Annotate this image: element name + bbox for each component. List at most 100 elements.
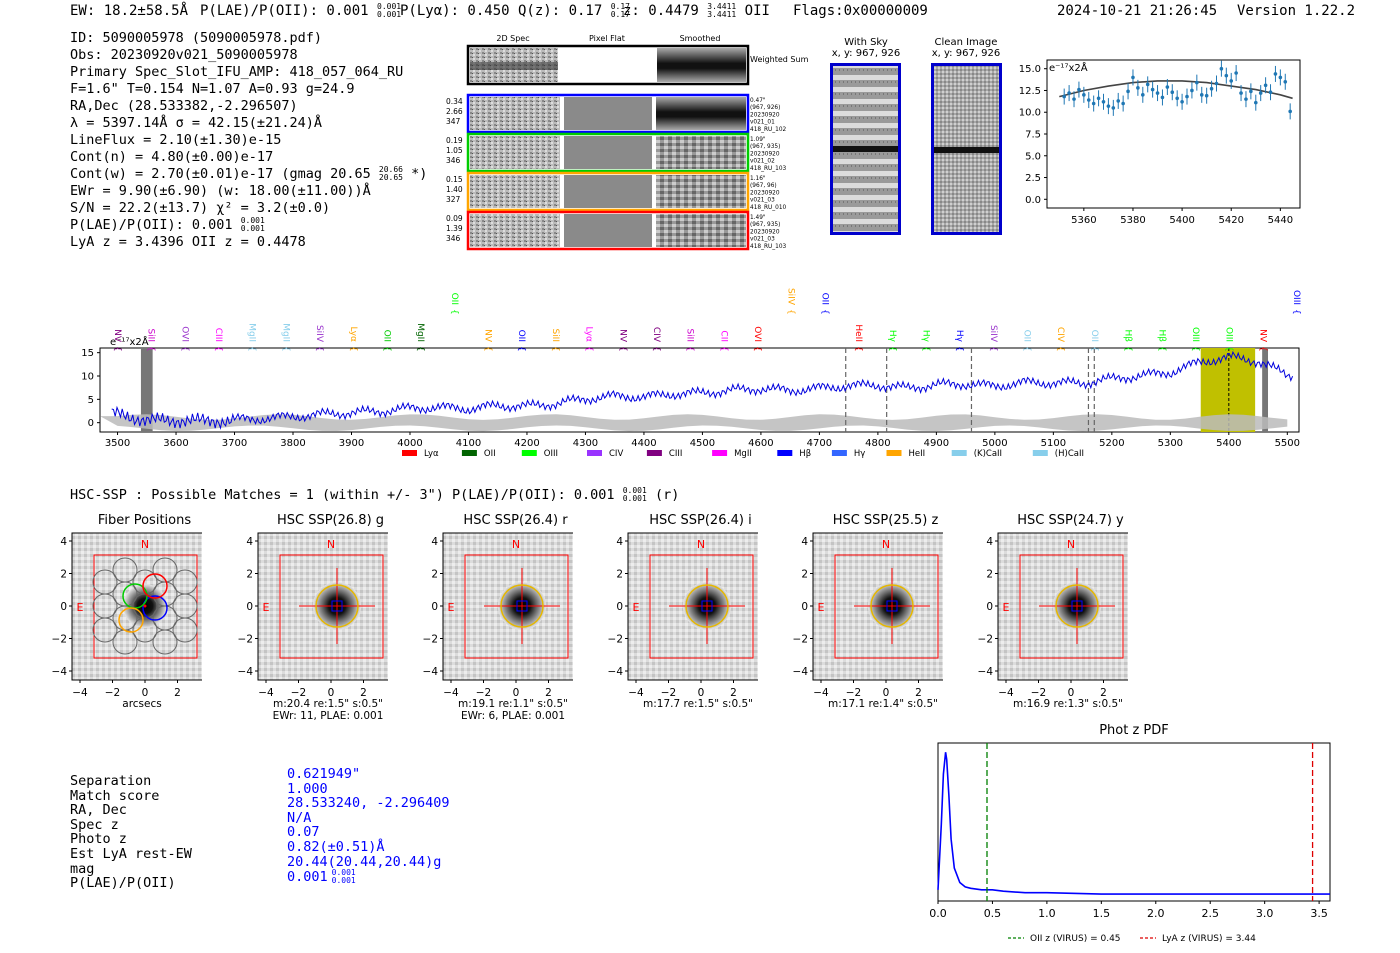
zoom-data-point [1077,87,1081,92]
zoom-data-point [1195,80,1199,85]
spectral-line-brace: { [1089,346,1099,352]
match-value: 0.82(±0.51)Å [287,840,450,855]
info-plae-sub: 0.001 [240,224,265,233]
spectral-line-label: OIII [1291,290,1301,305]
spectral-line-brace: { [685,346,695,352]
hsc-match-box [516,600,528,612]
photz-title: Phot z PDF [1099,723,1169,738]
zoom-data-point [1268,90,1273,95]
cutout-row-left-value: 327 [446,195,461,204]
legend-swatch [587,450,602,456]
zoom-ytick-label: 15.0 [1019,64,1041,75]
clean-image-coords: x, y: 967, 926 [931,48,1001,59]
spectral-line-brace: { [415,346,425,352]
hsc-panel-caption: m:20.4 re:1.5" s:0.5" [273,698,383,710]
header-z-sub: 3.4411 [707,10,737,19]
cutout-row-pixelflat [564,214,652,247]
spectral-line-label: Lyα [584,327,594,343]
hsc-xtick-label: 0 [1068,687,1075,699]
hsc-panel-title: HSC SSP(26.4) i [649,513,752,528]
spectral-line-brace: { [449,309,459,315]
spectral-line-brace: { [382,346,392,352]
spectral-line-label: CII [718,330,728,342]
spectral-line-brace: { [853,346,863,352]
cutout-row-right-value: (967, 96) [750,183,777,189]
zoom-data-point [1258,91,1263,95]
legend-swatch [951,450,967,456]
cutout-header-pixelflat: Pixel Flat [589,34,625,43]
hsc-ytick-label: 4 [431,536,438,548]
match-value-text: 0.621949" [287,766,361,782]
spectral-line-brace: { [988,346,998,352]
spectral-line-label: OII [1089,330,1099,342]
match-label: Separation [70,773,152,789]
hsc-xtick-label: −2 [846,687,861,699]
header-datetime: 2024-10-21 21:26:45 [1057,3,1218,19]
hsc-east-label: E [448,601,455,614]
photz-xtick-label: 3.5 [1310,907,1328,920]
cutout-row-right-value: (967, 935) [750,222,780,228]
clean-image-title: Clean Image x, y: 967, 926 [927,37,1005,59]
match-labels: Separation Match score RA, Dec Spec z Photo … [70,774,192,891]
header-z: z: 0.4479 3.4411 3.4411 OII [623,3,770,20]
zoom-ytick-label: 7.5 [1025,130,1041,141]
zoom-data-point [1067,91,1071,95]
cutout-row-smoothed [656,175,746,208]
hsc-match-box [701,600,713,612]
zoom-data-point [1101,99,1106,104]
match-values: 0.621949" 1.000 28.533240, -2.296409 N/A 0.0… [287,767,450,885]
hsc-ytick-label: 4 [801,536,808,548]
clean-image-title-text: Clean Image [934,37,998,48]
spectral-line-label: SiII [550,328,560,342]
spectrum-xtick-label: 3700 [222,438,247,449]
with-sky-title-text: With Sky [844,37,888,48]
header-plae-sub: 0.001 [377,10,402,19]
zoom-data-point [1131,75,1135,80]
zoom-plot-frame [1046,59,1301,209]
spectrum-xtick-label: 4900 [924,438,949,449]
spectral-line-brace: { [584,346,594,352]
spectral-line-brace: { [954,346,964,352]
cutout-header-smoothed: Smoothed [680,34,721,43]
legend-swatch [402,450,417,456]
hsc-east-label: E [633,601,640,614]
hsc-xtick-label: 0 [883,687,890,699]
cutout-row-left-value: 2.66 [446,107,463,116]
hsc-ytick-label: −4 [423,666,439,678]
zoom-xtick-label: 5420 [1218,215,1243,226]
info-plae-text: P(LAE)/P(OII): 0.001 [70,217,233,233]
hsc-ytick-label: 2 [60,569,67,581]
zoom-data-point [1219,66,1224,71]
spectral-line-label: NV [617,329,627,343]
cutout-row-left-value: 1.05 [446,146,463,155]
zoom-data-point [1249,89,1253,94]
hsc-xtick-label: −2 [476,687,491,699]
spectral-line-label: OII [1022,330,1032,342]
hsc-panel-caption: m:17.7 re:1.5" s:0.5" [643,698,753,710]
zoom-data-point [1278,75,1283,80]
hsc-panel-caption-2: EWr: 6, PLAE: 0.001 [460,710,566,722]
hsc-ytick-label: −2 [793,634,808,646]
match-plae-frac: 0.001 0.001 [332,869,356,885]
cutout-row-frame [466,93,750,134]
hsc-xtick-label: 2 [545,687,552,699]
cutout-row-left-value: 0.34 [446,97,463,106]
hsc-summary-frac: 0.001 0.001 [623,487,647,503]
spectral-line-label: OVI [752,326,762,342]
cutout-row-pixelflat [564,97,652,130]
legend-label: (K)CaII [974,449,1002,459]
sky-panels [830,63,1002,235]
hsc-panel-caption: m:17.1 re:1.4" s:0.5" [828,698,938,710]
photz-xtick-label: 2.0 [1147,907,1165,920]
spectral-line-brace: { [1022,346,1032,352]
hsc-ytick-label: 0 [616,601,623,613]
spectral-line-label: Hβ [1156,329,1166,342]
match-value-text: 28.533240, -2.296409 [287,795,450,812]
spectral-line-label: OII [449,293,459,305]
spectrum-xtick-label: 3600 [163,438,188,449]
match-value-text: 0.07 [287,824,320,841]
zoom-data-point [1199,93,1204,97]
legend-swatch [712,450,728,456]
zoom-data-point [1244,97,1248,101]
hsc-panel-title: HSC SSP(26.4) r [463,513,568,528]
